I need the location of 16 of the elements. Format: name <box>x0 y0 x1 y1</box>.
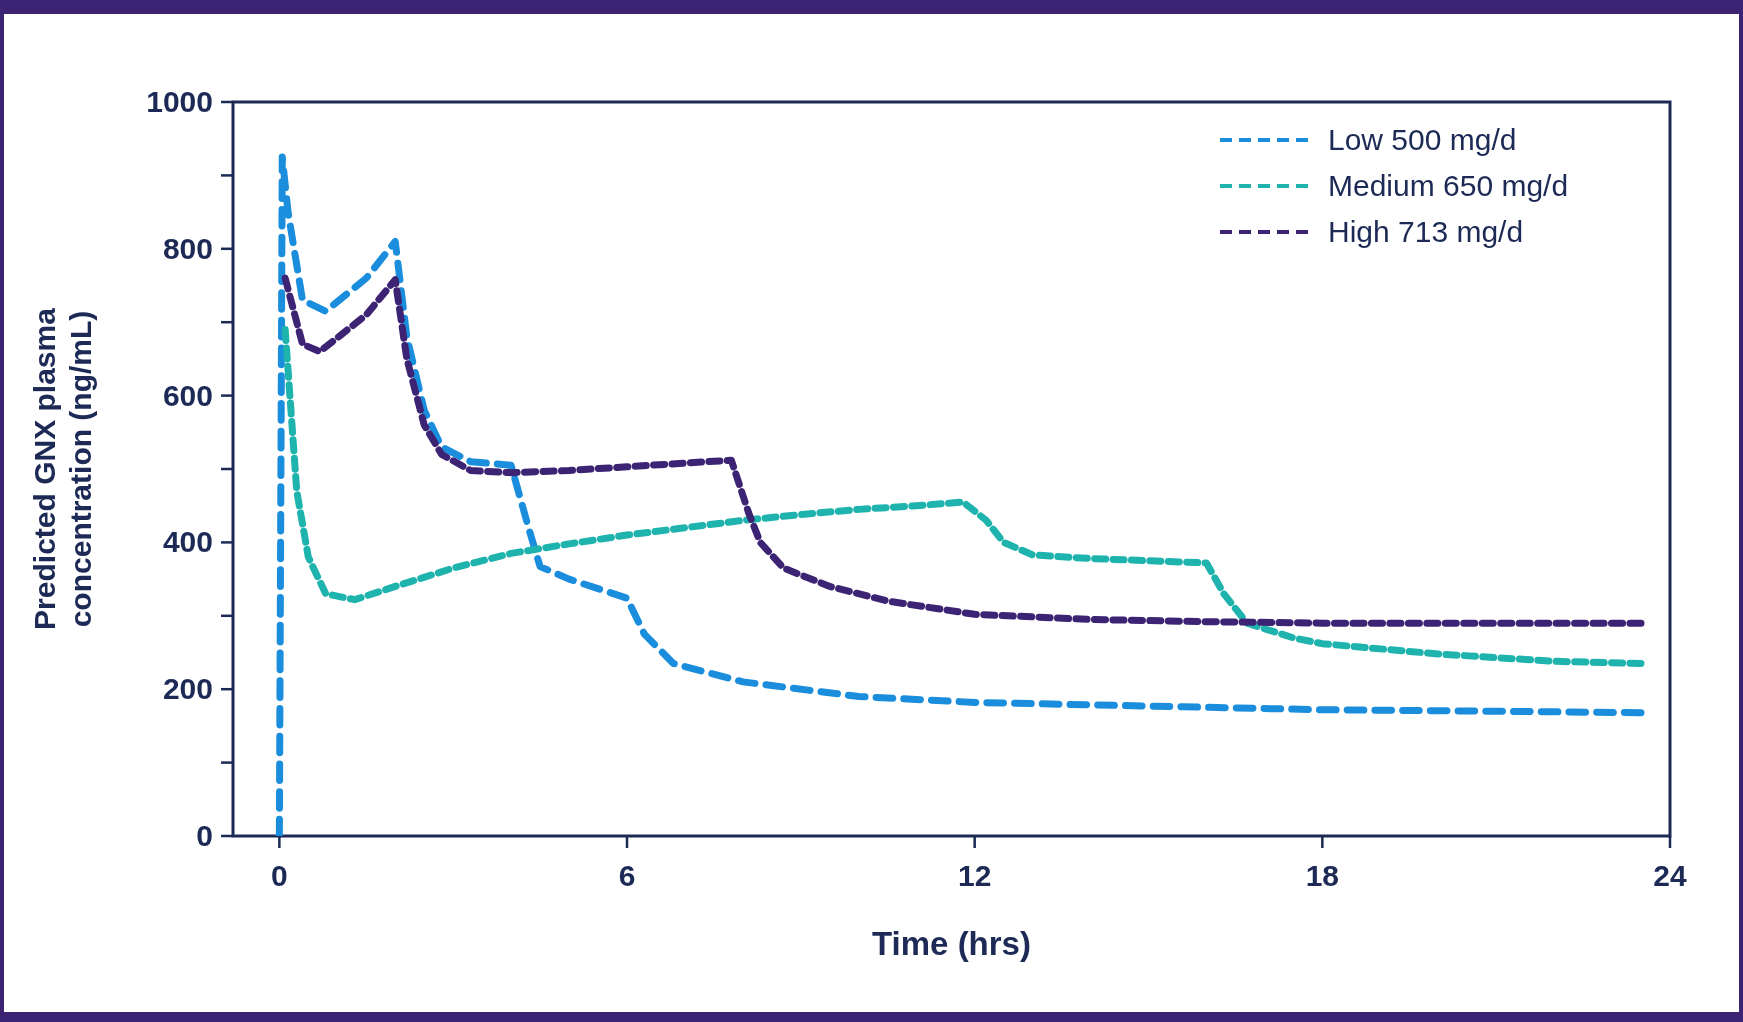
x-tick-label: 12 <box>957 859 992 892</box>
legend-label: Medium 650 mg/d <box>1328 169 1569 202</box>
y-tick-label: 600 <box>162 378 213 412</box>
legend-label: High 713 mg/d <box>1328 215 1524 248</box>
legend-label: Low 500 mg/d <box>1328 123 1517 156</box>
y-tick-label: 200 <box>162 672 213 706</box>
x-tick-label: 0 <box>271 859 288 892</box>
x-tick-label: 18 <box>1305 859 1340 892</box>
x-tick-label: 24 <box>1653 859 1687 892</box>
y-tick-label: 800 <box>162 231 213 265</box>
y-tick-label: 0 <box>196 819 213 852</box>
y-tick-label: 400 <box>162 525 213 559</box>
x-tick-label: 6 <box>618 859 636 892</box>
y-tick-label: 1000 <box>146 85 213 118</box>
x-axis-title: Time (hrs) <box>872 925 1031 962</box>
y-axis-title: Predicted GNX plasma concentration (ng/mL) <box>28 307 97 630</box>
